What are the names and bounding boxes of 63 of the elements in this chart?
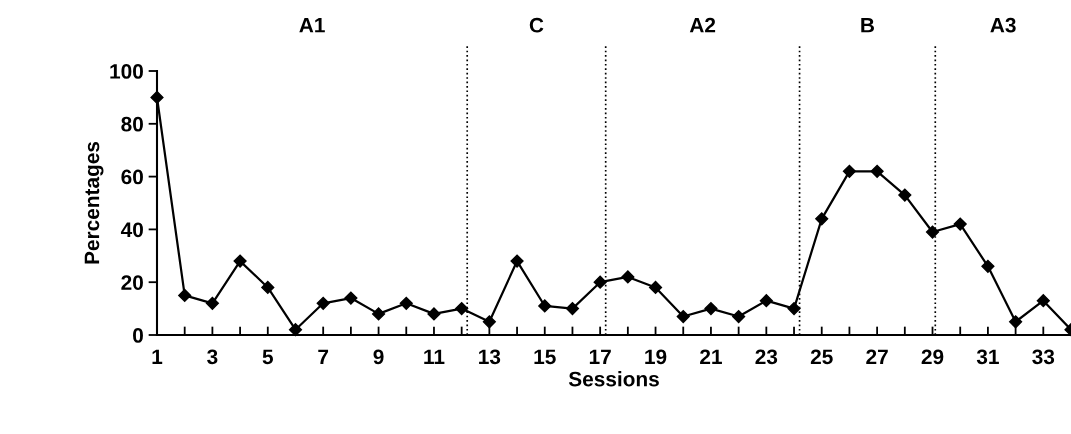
x-tick-label: 25	[810, 349, 833, 365]
x-tick-label: 31	[976, 349, 999, 365]
point	[510, 254, 524, 268]
point	[1036, 294, 1050, 308]
point	[1009, 315, 1023, 329]
x-tick-label: 19	[645, 349, 667, 365]
point	[815, 212, 829, 226]
point	[455, 302, 469, 316]
text: C	[529, 17, 544, 33]
y-tick-label: 60	[121, 169, 143, 185]
x-tick-label: 21	[700, 349, 722, 364]
x-tick-label: 9	[373, 349, 384, 365]
point	[482, 315, 496, 329]
x-tick-label: 17	[589, 349, 611, 364]
text: B	[861, 18, 874, 33]
point	[759, 294, 773, 308]
point	[150, 90, 164, 104]
point	[288, 323, 303, 337]
point	[953, 217, 967, 231]
point	[648, 280, 663, 295]
point	[565, 302, 580, 316]
point	[399, 296, 413, 310]
x-axis-title: Sessions	[568, 371, 659, 387]
point	[538, 299, 552, 313]
point	[787, 302, 801, 316]
point	[621, 270, 635, 284]
point	[178, 288, 192, 302]
x-tick-label: 7	[318, 349, 329, 364]
text: A3	[990, 17, 1016, 33]
point	[898, 188, 912, 202]
point	[233, 254, 247, 268]
x-tick-label: 33	[1032, 349, 1055, 365]
point	[676, 309, 690, 324]
x-tick-label: 11	[424, 349, 445, 364]
x-tick-label: 23	[755, 349, 778, 365]
y-tick-label: 40	[120, 222, 143, 238]
point	[316, 296, 330, 310]
x-tick-label: 3	[207, 349, 218, 365]
point	[732, 309, 746, 324]
x-tick-label: 5	[262, 349, 273, 365]
y-tick-label: 20	[121, 275, 143, 290]
point	[205, 296, 219, 310]
y-tick-label: 80	[121, 116, 143, 132]
point	[371, 307, 386, 321]
point	[261, 280, 275, 295]
x-tick-label: 27	[866, 349, 888, 364]
x-tick-label: 29	[921, 349, 944, 365]
point	[427, 307, 441, 321]
point	[870, 164, 884, 178]
x-tick-label: 15	[534, 349, 556, 365]
y-tick-label: 0	[133, 328, 143, 343]
point	[344, 291, 358, 305]
y-axis-title: Percentages	[84, 141, 104, 264]
point	[593, 275, 607, 289]
point	[704, 302, 718, 316]
point	[842, 164, 857, 178]
x-tick-label: 1	[152, 349, 163, 364]
text: A1	[299, 18, 325, 33]
x-tick-label: 13	[479, 349, 501, 365]
point	[925, 225, 940, 239]
text: A2	[689, 17, 716, 33]
y-tick-label: 100	[110, 64, 143, 79]
point	[981, 259, 995, 273]
